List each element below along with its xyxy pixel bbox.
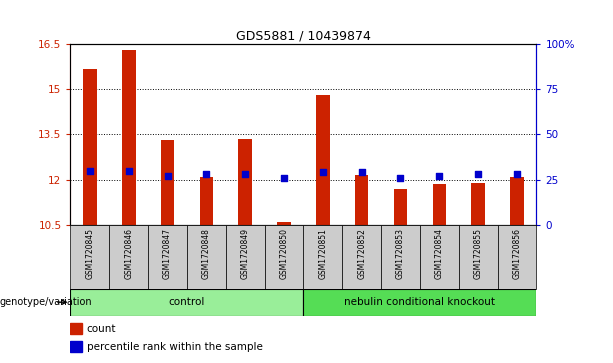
Text: nebulin conditional knockout: nebulin conditional knockout xyxy=(345,297,495,307)
Bar xyxy=(265,225,303,289)
Bar xyxy=(381,225,420,289)
Text: GSM1720847: GSM1720847 xyxy=(163,228,172,279)
Bar xyxy=(70,289,303,316)
Text: percentile rank within the sample: percentile rank within the sample xyxy=(87,342,263,352)
Title: GDS5881 / 10439874: GDS5881 / 10439874 xyxy=(236,29,371,42)
Text: GSM1720846: GSM1720846 xyxy=(124,228,133,279)
Point xyxy=(279,175,289,181)
Point xyxy=(512,171,522,177)
Point xyxy=(85,168,95,174)
Bar xyxy=(161,140,174,225)
Bar xyxy=(433,184,446,225)
Bar xyxy=(420,225,459,289)
Bar xyxy=(303,225,342,289)
Text: GSM1720848: GSM1720848 xyxy=(202,228,211,279)
Bar xyxy=(70,323,82,334)
Bar xyxy=(342,225,381,289)
Bar xyxy=(498,225,536,289)
Point xyxy=(357,170,367,175)
Bar xyxy=(394,189,407,225)
Bar xyxy=(187,225,226,289)
Bar xyxy=(70,341,82,352)
Bar xyxy=(355,175,368,225)
Bar xyxy=(316,95,330,225)
Text: GSM1720852: GSM1720852 xyxy=(357,228,366,279)
Bar xyxy=(510,177,524,225)
Point xyxy=(395,175,405,181)
Text: control: control xyxy=(169,297,205,307)
Bar xyxy=(122,50,135,225)
Point xyxy=(318,170,328,175)
Point xyxy=(473,171,483,177)
Bar xyxy=(83,69,97,225)
Text: GSM1720853: GSM1720853 xyxy=(396,228,405,279)
Text: GSM1720855: GSM1720855 xyxy=(474,228,482,279)
Text: GSM1720849: GSM1720849 xyxy=(241,228,249,279)
Bar xyxy=(148,225,187,289)
Bar xyxy=(471,183,485,225)
Point xyxy=(162,173,172,179)
Point xyxy=(435,173,444,179)
Bar xyxy=(238,139,252,225)
Point xyxy=(202,171,211,177)
Text: GSM1720845: GSM1720845 xyxy=(85,228,94,279)
Bar xyxy=(303,289,536,316)
Bar xyxy=(200,177,213,225)
Text: count: count xyxy=(87,323,116,334)
Text: GSM1720851: GSM1720851 xyxy=(318,228,327,279)
Bar xyxy=(70,225,109,289)
Text: genotype/variation: genotype/variation xyxy=(0,297,93,307)
Bar xyxy=(226,225,265,289)
Text: GSM1720850: GSM1720850 xyxy=(280,228,289,279)
Text: GSM1720854: GSM1720854 xyxy=(435,228,444,279)
Bar xyxy=(459,225,498,289)
Bar xyxy=(277,222,291,225)
Point xyxy=(240,171,250,177)
Bar xyxy=(109,225,148,289)
Text: GSM1720856: GSM1720856 xyxy=(512,228,522,279)
Point xyxy=(124,168,134,174)
